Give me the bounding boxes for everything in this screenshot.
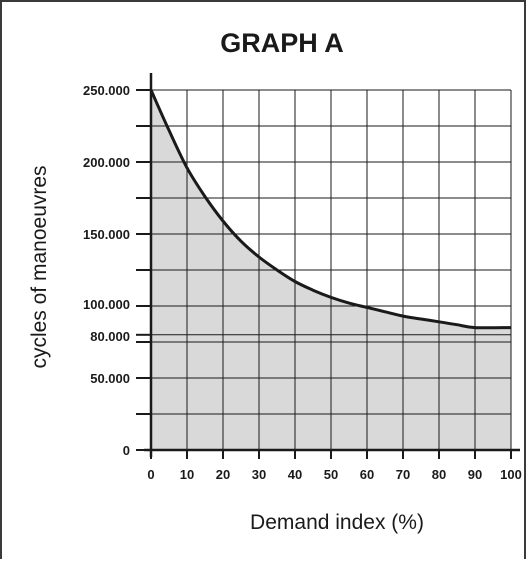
y-tick-label: 50.000 [90, 371, 130, 386]
axis-layer [136, 73, 520, 459]
x-tick-label: 0 [147, 467, 154, 482]
x-tick-label: 30 [252, 467, 266, 482]
x-axis-label: Demand index (%) [250, 511, 424, 534]
x-tick-label: 60 [360, 467, 374, 482]
grid-layer [151, 89, 512, 450]
y-tick-label: 100.000 [83, 297, 130, 312]
chart-title: GRAPH A [220, 28, 344, 58]
x-tick-label: 70 [396, 467, 410, 482]
tick-label-layer: 0 50.000 80.000 100.000 150.000 200.000 250.00… [83, 83, 522, 482]
area-fill-layer [151, 90, 511, 450]
series-line [149, 89, 512, 330]
y-tick-label: 250.000 [83, 83, 130, 98]
curve-layer [149, 89, 512, 330]
x-tick-label: 80 [432, 467, 446, 482]
x-tick-label: 10 [180, 467, 194, 482]
x-tick-label: 50 [324, 467, 338, 482]
y-tick-label: 80.000 [90, 329, 130, 344]
y-axis-label: cycles of manoeuvres [28, 165, 51, 368]
y-tick-label: 200.000 [83, 155, 130, 170]
y-tick-label: 0 [123, 443, 130, 458]
x-tick-label: 100 [500, 467, 522, 482]
y-tick-label: 150.000 [83, 227, 130, 242]
area-fill [151, 90, 511, 450]
x-tick-label: 90 [468, 467, 482, 482]
x-tick-label: 20 [216, 467, 230, 482]
x-tick-label: 40 [288, 467, 302, 482]
